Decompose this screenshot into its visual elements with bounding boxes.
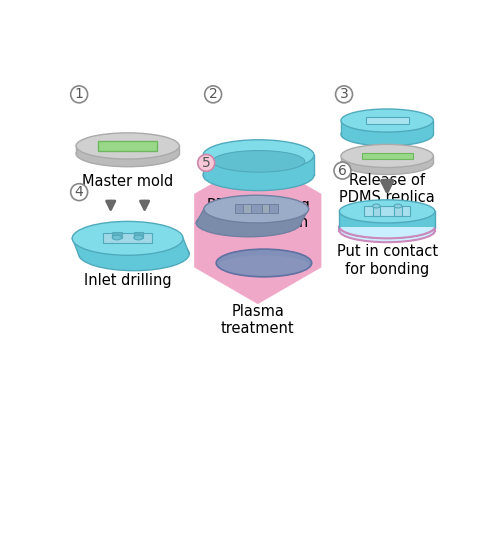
Polygon shape — [234, 204, 278, 213]
Ellipse shape — [112, 235, 122, 240]
Circle shape — [70, 184, 88, 200]
Circle shape — [198, 154, 214, 172]
Polygon shape — [72, 239, 190, 254]
Ellipse shape — [341, 109, 434, 132]
Ellipse shape — [340, 219, 435, 242]
Polygon shape — [192, 155, 323, 306]
Text: Inlet drilling: Inlet drilling — [84, 273, 172, 288]
Ellipse shape — [72, 221, 183, 255]
Circle shape — [70, 86, 88, 103]
Polygon shape — [362, 153, 412, 159]
Text: Release of
PDMS replica: Release of PDMS replica — [340, 173, 435, 205]
Ellipse shape — [372, 204, 380, 208]
Ellipse shape — [204, 195, 308, 223]
Text: Master mold: Master mold — [82, 174, 174, 189]
Text: 1: 1 — [74, 87, 84, 101]
Polygon shape — [112, 232, 122, 237]
Text: 4: 4 — [75, 185, 84, 199]
Ellipse shape — [212, 151, 305, 172]
Polygon shape — [341, 121, 434, 135]
Polygon shape — [243, 204, 251, 213]
Circle shape — [336, 86, 352, 103]
Polygon shape — [366, 117, 408, 124]
Ellipse shape — [220, 255, 308, 276]
Polygon shape — [196, 209, 308, 223]
Ellipse shape — [394, 204, 402, 208]
Polygon shape — [203, 155, 314, 175]
Polygon shape — [134, 232, 143, 237]
Ellipse shape — [341, 151, 434, 174]
Text: 6: 6 — [338, 163, 347, 177]
Ellipse shape — [78, 237, 190, 271]
Ellipse shape — [134, 235, 143, 240]
Text: 2: 2 — [209, 87, 218, 101]
Polygon shape — [341, 156, 434, 163]
Ellipse shape — [76, 140, 179, 167]
Polygon shape — [98, 142, 157, 151]
Circle shape — [334, 162, 351, 179]
Text: 5: 5 — [202, 156, 210, 170]
Ellipse shape — [341, 123, 434, 146]
Polygon shape — [394, 206, 402, 216]
Text: Plasma
treatment: Plasma treatment — [221, 304, 294, 336]
Ellipse shape — [203, 160, 314, 191]
Ellipse shape — [196, 209, 301, 237]
Polygon shape — [372, 206, 380, 216]
Ellipse shape — [76, 133, 179, 159]
Ellipse shape — [340, 215, 435, 239]
Polygon shape — [76, 146, 179, 154]
Ellipse shape — [340, 200, 435, 223]
Polygon shape — [103, 233, 152, 243]
Circle shape — [204, 86, 222, 103]
Polygon shape — [262, 204, 270, 213]
Ellipse shape — [216, 249, 312, 277]
Ellipse shape — [203, 140, 314, 170]
Text: PDMS pouring
& reticulation: PDMS pouring & reticulation — [207, 198, 310, 230]
Text: 3: 3 — [340, 87, 348, 101]
Polygon shape — [364, 206, 410, 216]
Text: Put in contact
for bonding: Put in contact for bonding — [336, 244, 438, 277]
Polygon shape — [340, 211, 435, 227]
Ellipse shape — [341, 144, 434, 167]
Ellipse shape — [340, 215, 435, 239]
Polygon shape — [340, 227, 435, 230]
